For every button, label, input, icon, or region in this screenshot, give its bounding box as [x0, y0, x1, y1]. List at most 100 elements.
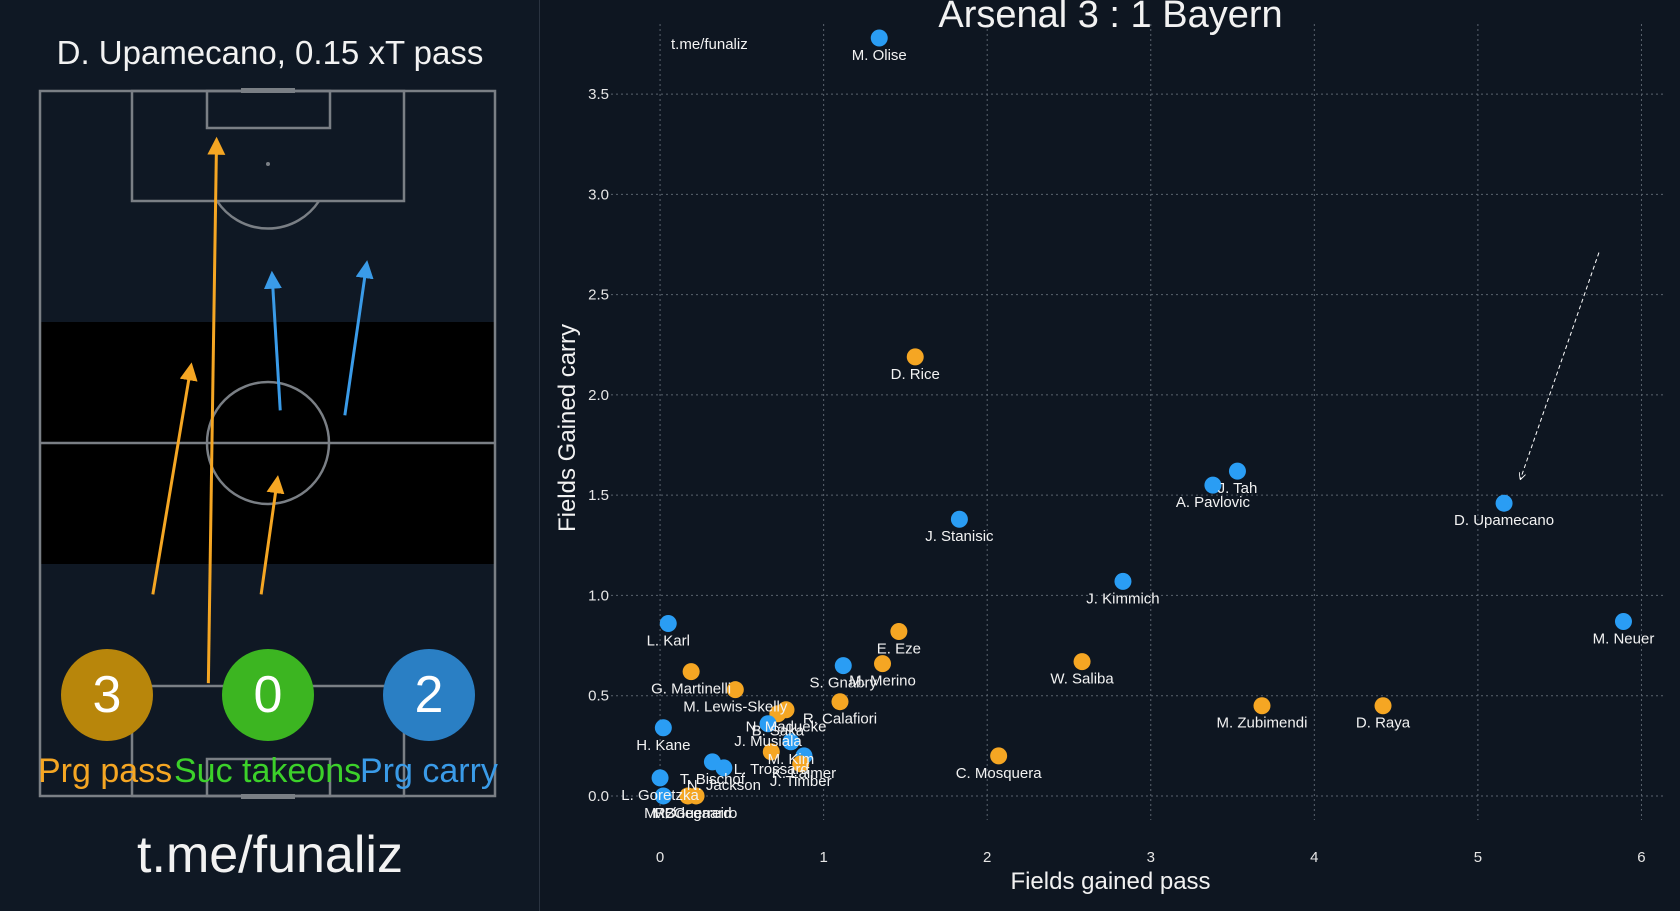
point-r-calafiori — [831, 693, 849, 711]
point-label-m-merino: M. Merino — [849, 673, 916, 690]
carry-arrow-1 — [263, 270, 282, 411]
top-goal — [241, 88, 295, 93]
point-label-d-rice: D. Rice — [891, 366, 940, 383]
player-title: D. Upamecano, 0.15 xT pass — [56, 34, 484, 71]
top-six-yard-box — [205, 89, 332, 130]
channel-handle: t.me/funaliz — [137, 826, 403, 884]
point-e-eze — [890, 623, 908, 641]
point-g-martinelli — [682, 663, 700, 681]
point-c-mosquera — [990, 747, 1008, 765]
y-tick-label: 1.5 — [588, 487, 609, 504]
chart-title: Arsenal 3 : 1 Bayern — [938, 0, 1283, 36]
point-label-d-raya: D. Raya — [1356, 715, 1411, 732]
suc-takeons-label: Suc takeons — [174, 752, 362, 790]
point-label-j-stanisic: J. Stanisic — [925, 528, 994, 545]
point-label-m-neuer: M. Neuer — [1593, 631, 1655, 648]
point-l-karl — [659, 615, 677, 633]
point-label-l-trossard: L. Trossard — [734, 761, 809, 778]
point-label-l-karl: L. Karl — [647, 633, 690, 650]
point-label-l-goretzka: L. Goretzka — [621, 787, 699, 804]
highlight-arrow — [1520, 252, 1600, 480]
prg-pass-label: Prg pass — [38, 752, 173, 790]
x-tick-label: 2 — [983, 849, 991, 866]
y-axis-label: Fields Gained carry — [554, 323, 581, 533]
point-j-stanisic — [950, 510, 968, 528]
point-r-guerreiro — [687, 787, 705, 805]
point-mb — [654, 787, 672, 805]
y-tick-label: 2.5 — [588, 287, 609, 304]
x-tick-label: 0 — [656, 849, 664, 866]
point-label-r-guerreiro: R. Guerreiro — [655, 805, 738, 822]
x-tick-label: 5 — [1474, 849, 1482, 866]
point-s-gnabry — [834, 657, 852, 675]
point-label-mb: MB — [652, 805, 675, 822]
y-tick-label: 2.0 — [588, 387, 609, 404]
point-label-h-kane: H. Kane — [636, 737, 690, 754]
top-penalty-arc — [215, 200, 321, 230]
point-label-m-degaard: M. Ødegaard — [644, 805, 732, 822]
point-l-trossard — [762, 743, 780, 761]
point-l-goretzka — [651, 769, 669, 787]
point-j-kimmich — [1114, 572, 1132, 590]
point-label-j-tah: J. Tah — [1218, 480, 1258, 497]
point-label-j-kimmich: J. Kimmich — [1086, 590, 1159, 607]
prg-carry-value: 2 — [414, 666, 444, 724]
point-label-m-kim: M. Kim — [768, 751, 815, 768]
top-penalty-box — [130, 89, 406, 203]
y-tick-label: 1.0 — [588, 587, 609, 604]
prg-carry-circle: 2 — [383, 649, 475, 741]
point-label-j-timber: J. Timber — [770, 773, 832, 790]
point-d-upamecano — [1495, 494, 1513, 512]
prg-carry-label: Prg carry — [360, 752, 498, 790]
point-label-g-martinelli: G. Martinelli — [651, 681, 731, 698]
point-label-r-calafiori: R. Calafiori — [803, 711, 877, 728]
point-label-n-jackson: N. Jackson — [687, 777, 761, 794]
y-tick-label: 3.0 — [588, 186, 609, 203]
point-w-saliba — [1073, 653, 1091, 671]
x-tick-label: 1 — [819, 849, 827, 866]
point-a-pavlovic — [1204, 476, 1222, 494]
point-label-k-laimer: K. Laimer — [772, 765, 836, 782]
scatter-chart: 0 1 2 3 4 5 6 0.0 0.5 1.0 1.5 2.0 2.5 3.0 3.5 M. Olise… — [588, 24, 1666, 866]
point-label-b-saka: B. Saka — [752, 723, 805, 740]
point-m-lewis-skelly — [726, 681, 744, 699]
point-m-zubimendi — [1253, 697, 1271, 715]
top-penalty-spot — [266, 162, 270, 166]
point-label-c-mosquera: C. Mosquera — [956, 765, 1043, 782]
pass-arrow-3 — [259, 475, 285, 595]
carry-arrow-2 — [343, 260, 374, 416]
y-tick-label: 3.5 — [588, 86, 609, 103]
x-axis-label: Fields gained pass — [1010, 868, 1211, 895]
point-m-kim — [782, 733, 800, 751]
x-tick-label: 4 — [1310, 849, 1318, 866]
point-label-t-bischof: T. Bischof — [680, 771, 746, 788]
point-j-timber — [792, 755, 810, 773]
pass-arrow-2 — [151, 362, 198, 595]
bottom-goal — [241, 794, 295, 799]
left-panel: D. Upamecano, 0.15 xT pass 3 0 2 Prg pas… — [0, 0, 540, 911]
point-m-merino — [874, 655, 892, 673]
x-tick-label: 6 — [1637, 849, 1645, 866]
y-tick-label: 0.0 — [588, 788, 609, 805]
point-d-rice — [906, 348, 924, 366]
point-n-jackson — [715, 759, 733, 777]
point-label-m-zubimendi: M. Zubimendi — [1217, 715, 1308, 732]
scatter-panel: 0 1 2 3 4 5 6 0.0 0.5 1.0 1.5 2.0 2.5 3.0 3.5 M. Olise… — [541, 0, 1680, 911]
centre-circle — [205, 380, 331, 506]
point-label-j-musiala: J. Musiala — [734, 733, 802, 750]
point-d-raya — [1374, 697, 1392, 715]
point-m-neuer — [1614, 613, 1632, 631]
x-tick-label: 3 — [1147, 849, 1155, 866]
suc-takeons-value: 0 — [253, 666, 283, 724]
point-label-n-madueke: N. Madueke — [746, 719, 827, 736]
suc-takeons-circle: 0 — [222, 649, 314, 741]
pass-arrow-1 — [206, 136, 226, 684]
point-label-a-pavlovic: A. Pavlovic — [1176, 494, 1251, 511]
point-j-musiala — [759, 715, 777, 733]
chart-watermark: t.me/funaliz — [671, 36, 748, 53]
point-h-kane — [654, 719, 672, 737]
prg-pass-circle: 3 — [61, 649, 153, 741]
point-label-d-upamecano: D. Upamecano — [1454, 512, 1554, 529]
point-label-m-olise: M. Olise — [852, 47, 907, 64]
point-label-w-saliba: W. Saliba — [1050, 671, 1114, 688]
